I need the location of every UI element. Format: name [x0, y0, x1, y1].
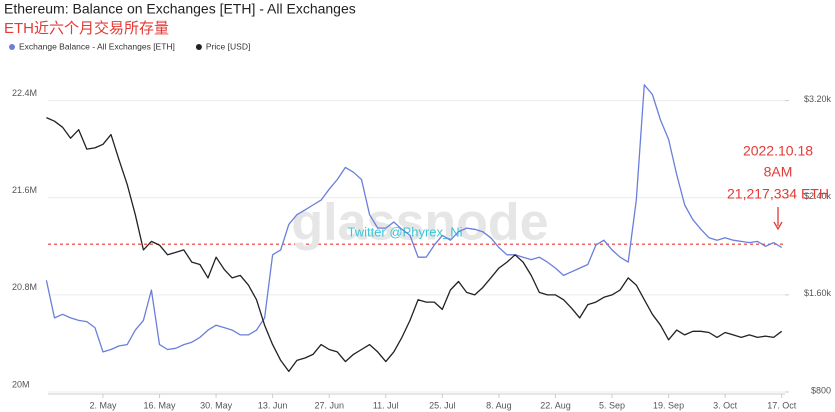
annotation-arrowhead	[773, 221, 783, 231]
y2-tick-label: $3.20k	[804, 94, 832, 104]
chart-title: Ethereum: Balance on Exchanges [ETH] - A…	[4, 1, 356, 17]
legend-marker	[9, 44, 15, 50]
y-tick-label: 22.4M	[12, 88, 37, 98]
series-line	[45, 84, 783, 353]
x-tick-label: 30. May	[200, 400, 233, 410]
x-tick-label: 22. Aug	[540, 400, 571, 410]
y2-tick-label: $2.40k	[804, 191, 832, 201]
y-tick-label: 21.6M	[12, 185, 37, 195]
series-line	[46, 117, 783, 373]
legend-marker	[195, 44, 202, 50]
legend-label: Exchange Balance - All Exchanges [ETH]	[19, 41, 175, 51]
annotation: 8AM	[764, 164, 793, 180]
x-tick-label: 13. Jun	[258, 400, 288, 410]
x-tick-label: 17. Oct	[767, 400, 797, 410]
y2-tick-label: $800	[811, 385, 831, 395]
x-tick-label: 5. Sep	[599, 400, 625, 410]
x-tick-label: 25. Jul	[429, 400, 456, 410]
watermark: glassnode	[291, 194, 548, 252]
chart-subtitle: ETH近六个月交易所存量	[4, 19, 169, 37]
x-tick-label: 2. May	[89, 400, 117, 410]
y-tick-label: 20M	[12, 379, 30, 389]
y-tick-label: 20.8M	[12, 282, 37, 292]
x-tick-label: 16. May	[144, 400, 177, 410]
annotation: 21,217,334 ETH	[727, 186, 829, 202]
x-tick-label: 27. Jun	[314, 400, 344, 410]
x-tick-label: 19. Sep	[653, 400, 684, 410]
x-tick-label: 11. Jul	[373, 400, 399, 410]
x-tick-label: 3. Oct	[713, 400, 738, 410]
annotation: 2022.10.18	[743, 143, 813, 159]
legend-label: Price [USD]	[206, 41, 250, 51]
y2-tick-label: $1.60k	[804, 288, 832, 298]
x-tick-label: 8. Aug	[486, 400, 512, 410]
